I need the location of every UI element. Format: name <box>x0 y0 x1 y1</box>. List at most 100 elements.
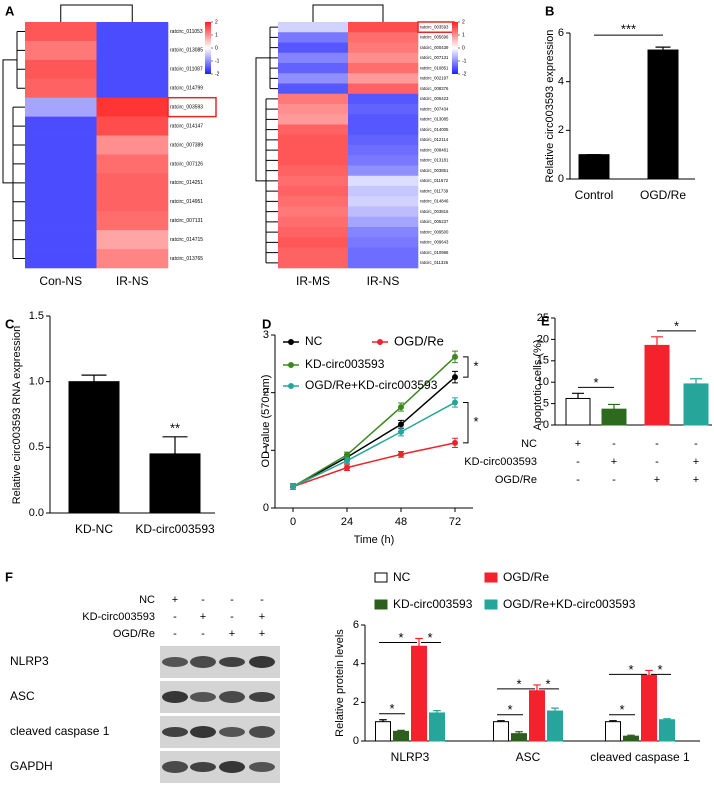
colorbar-label: 2 <box>462 19 465 25</box>
y-axis-label: Relative protein levels <box>334 629 346 737</box>
significance: * <box>619 702 624 717</box>
condition-mark: - <box>201 594 205 606</box>
row-label: ratcirc_006423 <box>420 96 449 101</box>
heat-cell <box>25 249 97 269</box>
legend-marker <box>288 362 294 368</box>
marker <box>452 399 458 406</box>
heat-cell <box>278 104 349 115</box>
condition-mark: + <box>172 594 178 606</box>
legend-label: NC <box>393 570 411 584</box>
error-bar <box>572 392 584 399</box>
marker <box>344 464 350 471</box>
error-bar <box>655 46 671 51</box>
row-label: ratcirc_011739 <box>420 188 449 193</box>
bar <box>511 733 527 742</box>
blot-band <box>249 726 275 738</box>
dendrogram <box>312 4 384 22</box>
legend-label: KD-circ003593 <box>305 357 385 371</box>
row-label: ratcirc_002197 <box>420 76 449 81</box>
y-tick-label: 10 <box>537 376 549 388</box>
x-tick-label: ASC <box>516 750 541 764</box>
significance-bracket <box>463 356 469 378</box>
blot-band <box>190 656 216 668</box>
condition-mark: - <box>655 438 659 450</box>
y-axis-label: OD value (570 nm) <box>260 375 272 468</box>
row-label: ratcirc_013085 <box>170 48 203 54</box>
y-tick-label: 4 <box>353 658 359 670</box>
y-tick-label: 2 <box>353 696 359 708</box>
legend-swatch <box>374 572 388 583</box>
x-tick-label: KD-NC <box>75 522 113 536</box>
x-tick-label: 48 <box>395 516 407 528</box>
marker <box>344 457 350 464</box>
heat-cell <box>278 114 349 125</box>
y-tick-label: 25 <box>537 312 549 324</box>
error-bar <box>608 403 620 410</box>
line <box>292 401 456 488</box>
row-label: ratcirc_005696 <box>420 35 449 40</box>
row-label: ratcirc_000439 <box>420 45 449 50</box>
dendrogram <box>255 57 270 182</box>
x-tick-label: Control <box>575 188 614 202</box>
colorbar-label: -2 <box>462 71 467 77</box>
line <box>292 442 456 488</box>
condition-label: KD-circ003593 <box>82 611 155 623</box>
error-bar <box>162 436 188 454</box>
heat-cell <box>278 216 349 228</box>
heat-cell <box>278 22 349 33</box>
y-tick-label: 15 <box>537 355 549 367</box>
row-label: ratcirc_011326 <box>420 260 449 265</box>
significance: * <box>473 414 478 429</box>
y-tick-label: 0 <box>543 419 549 431</box>
heat-cell <box>278 155 349 166</box>
condition-label: NC <box>139 594 155 606</box>
significance: * <box>507 702 512 717</box>
marker <box>452 374 458 381</box>
panel-label: A <box>5 3 15 18</box>
y-tick-label: 4 <box>558 76 564 88</box>
y-tick-label: 0 <box>263 502 269 514</box>
error-bar <box>515 731 523 734</box>
marker <box>452 353 458 360</box>
bar <box>641 674 657 742</box>
error-bar <box>533 684 541 691</box>
heat-cell <box>278 196 349 207</box>
row-label: ratcirc_013181 <box>420 158 449 163</box>
y-tick-label: 1.5 <box>29 310 44 322</box>
colorbar-label: -2 <box>215 71 220 77</box>
heat-cell <box>278 83 349 95</box>
x-tick-label: 0 <box>290 516 296 528</box>
bar <box>547 710 563 742</box>
condition-mark: + <box>200 611 206 623</box>
line <box>292 356 456 488</box>
row-label: ratcirc_007126 <box>170 161 203 167</box>
colorbar-label: 1 <box>215 32 218 38</box>
significance: * <box>398 630 403 645</box>
condition-mark: - <box>612 438 616 450</box>
error-bar <box>627 734 635 737</box>
blot-band <box>162 727 188 737</box>
condition-mark: - <box>694 438 698 450</box>
legend-label: KD-circ003593 <box>393 597 473 611</box>
blot-row-label: ASC <box>10 689 35 703</box>
colorbar-label: 0 <box>462 45 465 51</box>
heat-cell <box>348 124 419 136</box>
heat-cell <box>278 124 349 136</box>
error-bar <box>663 718 671 720</box>
condition-label: NC <box>521 438 537 450</box>
significance: * <box>628 662 633 677</box>
blot-band <box>219 657 245 667</box>
row-label: ratcirc_011672 <box>420 178 449 183</box>
heat-cell <box>348 257 419 269</box>
heat-cell <box>348 196 419 207</box>
bar <box>683 383 709 426</box>
significance: ** <box>170 420 180 435</box>
x-tick-label: 72 <box>449 516 461 528</box>
panel-label: F <box>5 569 13 584</box>
marker <box>452 439 458 446</box>
blot-band <box>190 726 216 738</box>
heat-cell <box>348 104 419 115</box>
condition-label: KD-circ003593 <box>464 456 537 468</box>
heat-cell <box>25 59 97 80</box>
row-label: ratcirc_014951 <box>170 199 203 205</box>
